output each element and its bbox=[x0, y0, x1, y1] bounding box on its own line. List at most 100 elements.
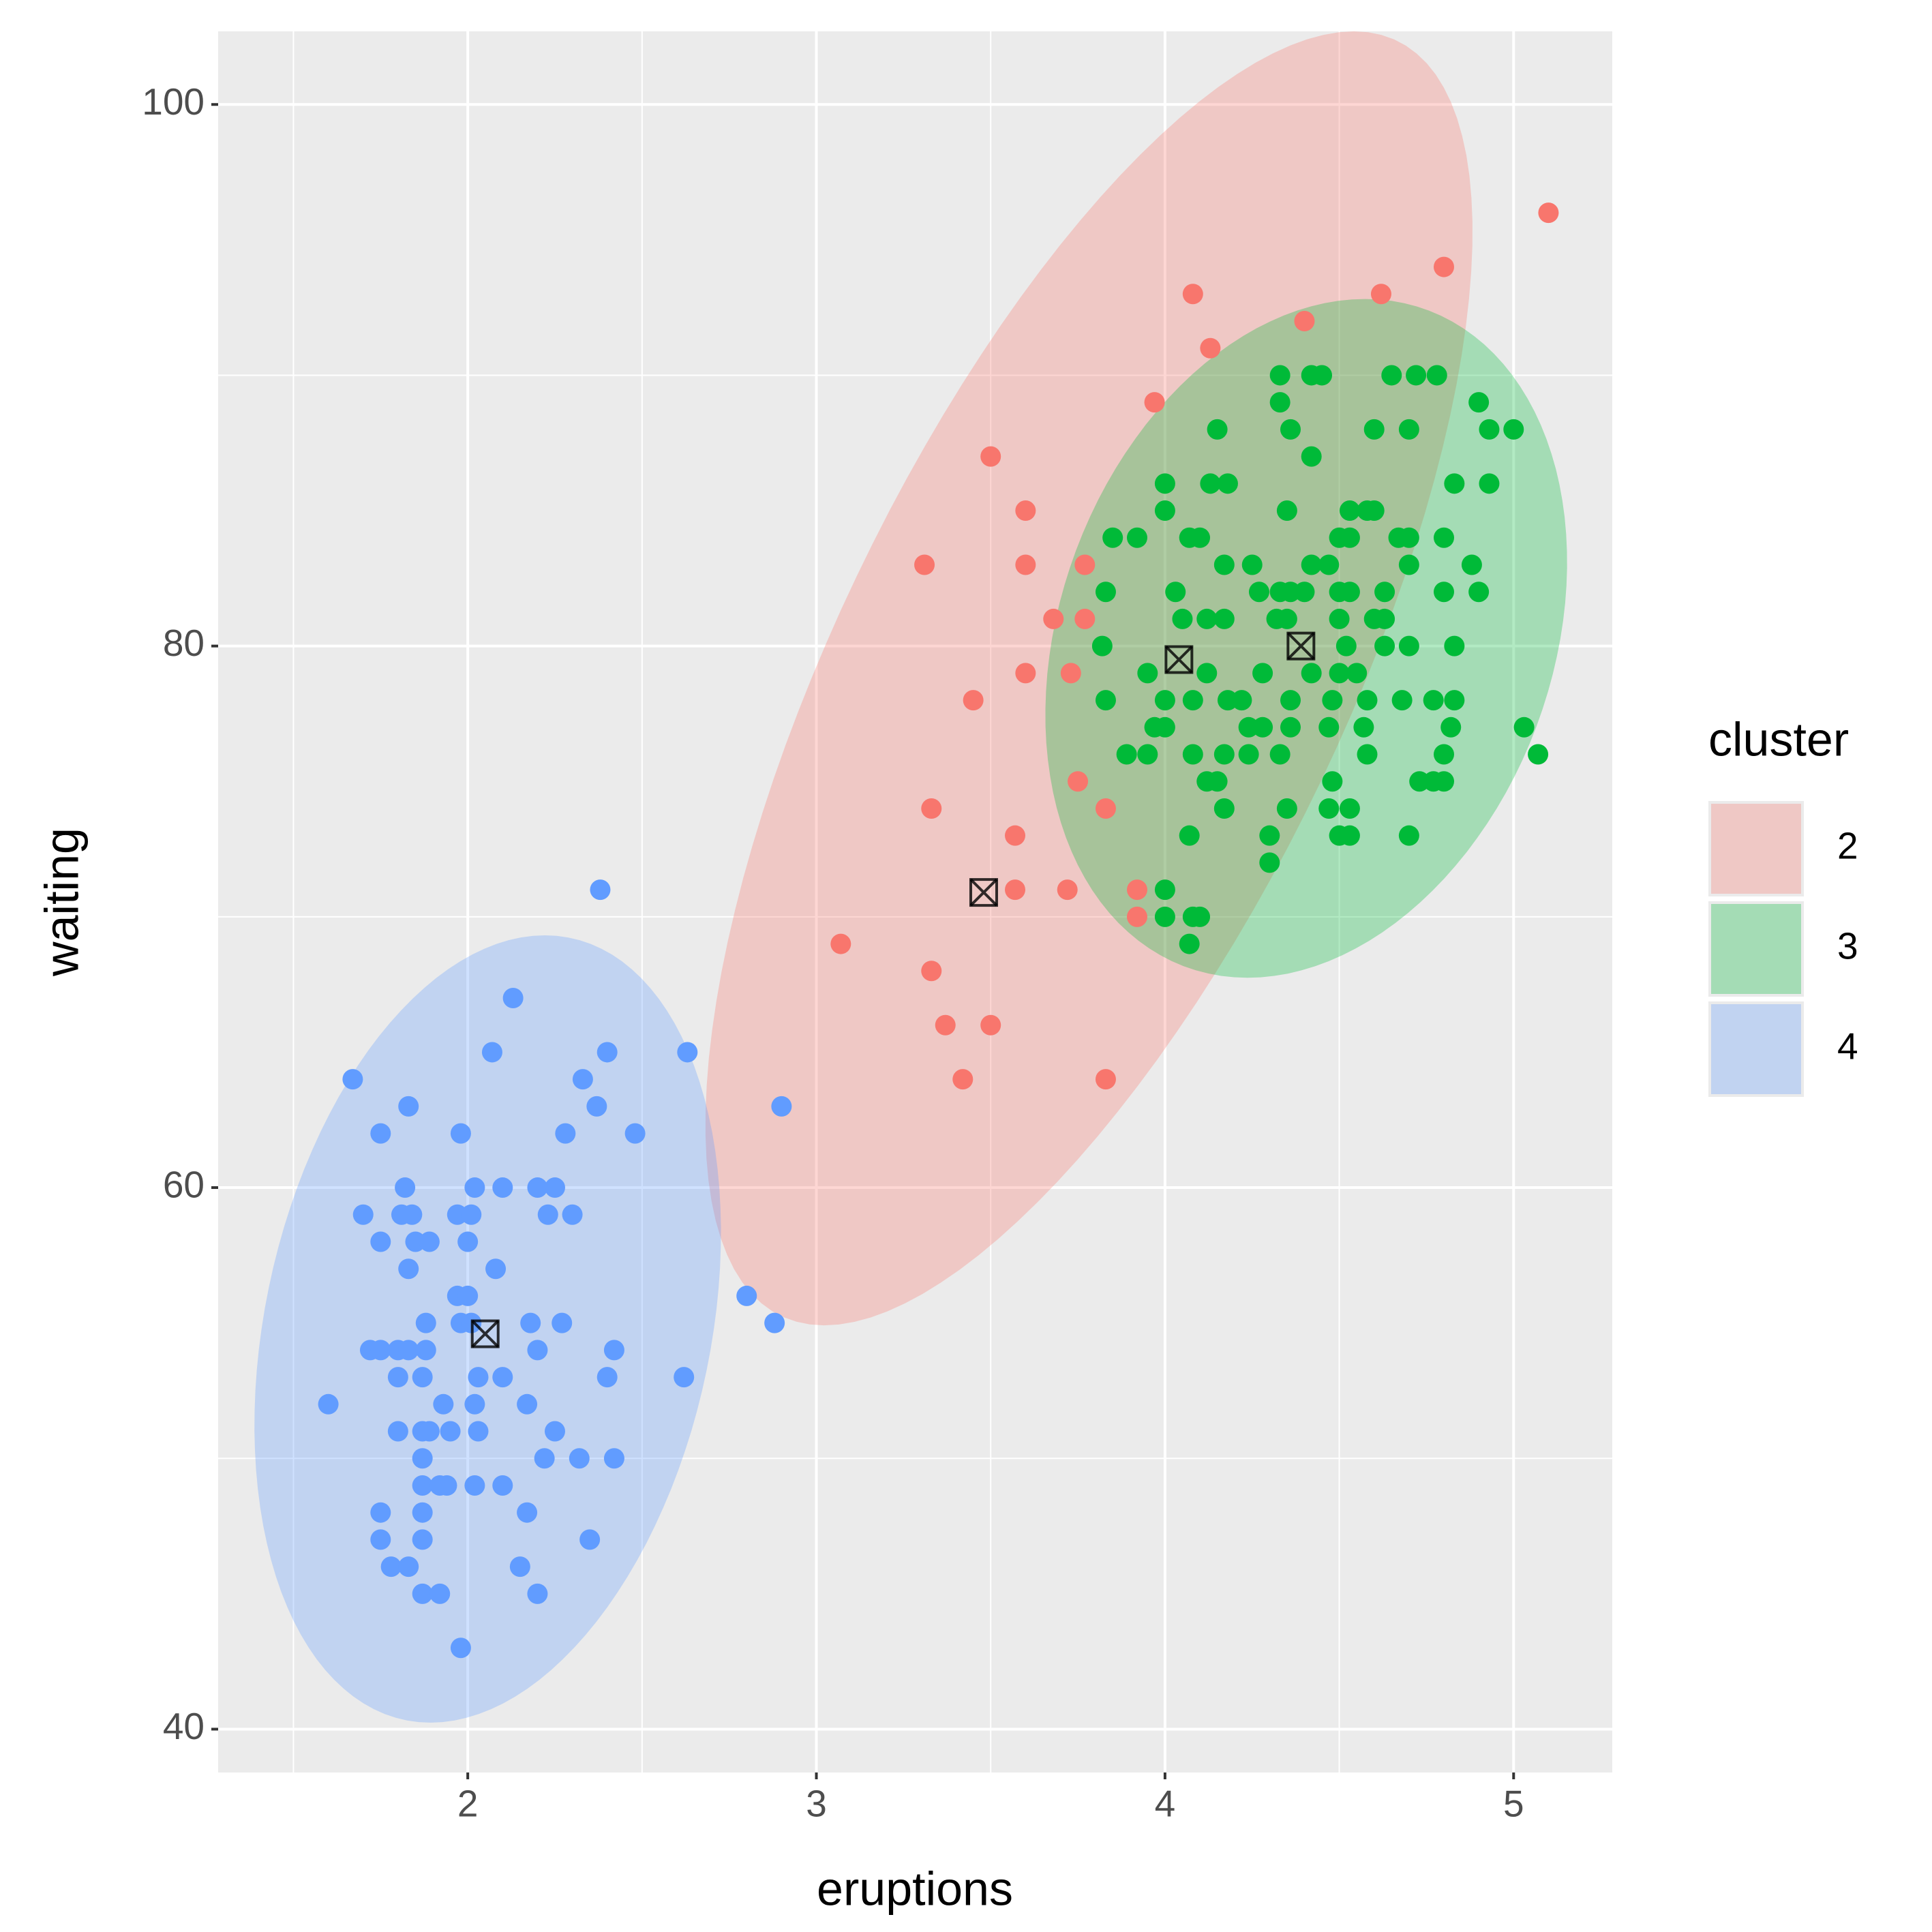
point bbox=[520, 1312, 541, 1333]
point bbox=[527, 1583, 548, 1604]
y-tick-label: 80 bbox=[163, 622, 205, 664]
point bbox=[674, 1367, 695, 1388]
legend-label: 3 bbox=[1837, 925, 1858, 967]
point bbox=[1513, 716, 1535, 738]
point bbox=[1301, 554, 1322, 575]
point bbox=[1301, 446, 1322, 467]
point bbox=[1398, 825, 1419, 846]
point bbox=[980, 1014, 1001, 1036]
point bbox=[1440, 716, 1462, 738]
point bbox=[921, 961, 942, 982]
point bbox=[1339, 798, 1360, 819]
point bbox=[412, 1583, 433, 1604]
point bbox=[1248, 582, 1269, 603]
point bbox=[1095, 1069, 1116, 1090]
point bbox=[914, 554, 935, 575]
cluster-ellipse bbox=[1045, 299, 1567, 978]
point bbox=[1196, 608, 1218, 629]
point bbox=[370, 1123, 391, 1144]
x-tick-label: 3 bbox=[806, 1783, 827, 1825]
point bbox=[1217, 473, 1238, 494]
point bbox=[1182, 284, 1203, 305]
point bbox=[1213, 744, 1235, 765]
point bbox=[1102, 527, 1123, 548]
point bbox=[1374, 608, 1395, 629]
point bbox=[1060, 663, 1081, 684]
point bbox=[1423, 690, 1444, 711]
point bbox=[1346, 663, 1368, 684]
point bbox=[1165, 582, 1186, 603]
point bbox=[1329, 608, 1350, 629]
point bbox=[1406, 365, 1427, 386]
point bbox=[398, 1258, 419, 1280]
point bbox=[1207, 419, 1228, 440]
point bbox=[771, 1096, 792, 1117]
legend-key-bg bbox=[1708, 801, 1804, 896]
point bbox=[342, 1069, 363, 1090]
point bbox=[1363, 419, 1385, 440]
point bbox=[1294, 311, 1315, 332]
point bbox=[318, 1393, 339, 1415]
point bbox=[527, 1340, 548, 1361]
point bbox=[517, 1502, 538, 1523]
point bbox=[1276, 500, 1297, 522]
point bbox=[1269, 744, 1290, 765]
point bbox=[412, 1448, 433, 1469]
centroid-part bbox=[471, 1320, 500, 1348]
point bbox=[412, 1475, 433, 1496]
legend-key bbox=[1711, 804, 1801, 894]
point bbox=[1154, 500, 1175, 522]
point bbox=[1339, 825, 1360, 846]
point bbox=[527, 1177, 548, 1198]
point bbox=[1252, 663, 1273, 684]
point bbox=[586, 1096, 607, 1117]
point bbox=[952, 1069, 973, 1090]
point bbox=[1154, 906, 1175, 927]
point bbox=[1322, 690, 1343, 711]
point bbox=[481, 1042, 502, 1063]
point bbox=[1259, 852, 1280, 873]
centroid-part bbox=[1164, 645, 1194, 674]
point bbox=[572, 1069, 593, 1090]
centroid-part bbox=[969, 878, 998, 907]
point bbox=[1339, 582, 1360, 603]
point bbox=[1370, 284, 1391, 305]
point bbox=[1190, 527, 1211, 548]
point bbox=[1015, 663, 1036, 684]
point bbox=[552, 1312, 573, 1333]
point bbox=[935, 1014, 956, 1036]
point bbox=[1528, 744, 1549, 765]
point bbox=[1095, 798, 1116, 819]
point bbox=[1353, 716, 1374, 738]
point bbox=[1207, 771, 1228, 792]
point bbox=[1461, 554, 1482, 575]
point bbox=[1444, 473, 1465, 494]
y-axis-title: waiting bbox=[35, 828, 88, 977]
point bbox=[1154, 473, 1175, 494]
point bbox=[464, 1177, 485, 1198]
legend-key bbox=[1711, 904, 1801, 994]
centroid bbox=[470, 1319, 500, 1348]
point bbox=[1318, 798, 1340, 819]
point bbox=[1231, 690, 1252, 711]
point bbox=[1398, 527, 1419, 548]
point bbox=[1339, 500, 1360, 522]
point bbox=[1137, 744, 1158, 765]
point bbox=[429, 1583, 451, 1604]
x-tick-label: 2 bbox=[457, 1783, 479, 1825]
point bbox=[1468, 582, 1490, 603]
point bbox=[1280, 690, 1301, 711]
point bbox=[1479, 419, 1500, 440]
point bbox=[1444, 635, 1465, 656]
centroid-part bbox=[1286, 632, 1315, 661]
point bbox=[1468, 392, 1490, 413]
point bbox=[1116, 744, 1137, 765]
point bbox=[1252, 716, 1273, 738]
legend-key-bg bbox=[1708, 901, 1804, 997]
point bbox=[562, 1204, 583, 1225]
point bbox=[1091, 635, 1113, 656]
point bbox=[461, 1204, 482, 1225]
point bbox=[1335, 635, 1357, 656]
